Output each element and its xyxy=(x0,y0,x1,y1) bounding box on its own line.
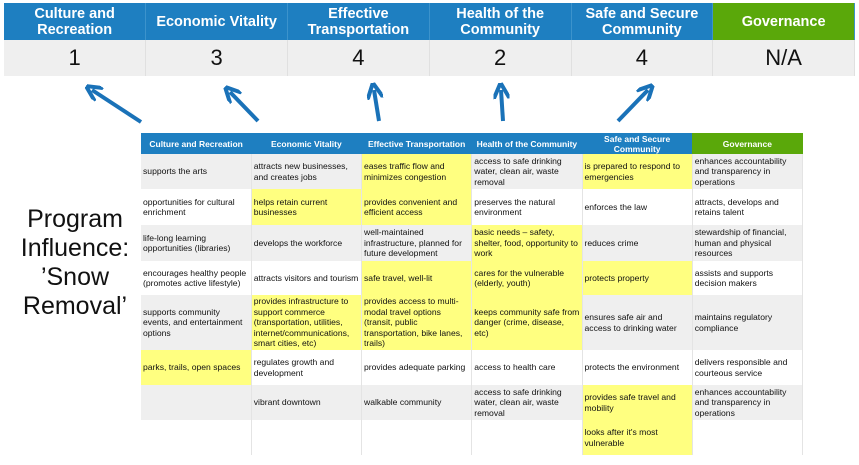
grid-cell: access to health care xyxy=(471,350,583,385)
grid-row: encourages healthy people (promotes acti… xyxy=(141,261,804,295)
grid-cell: attracts, develops and retains talent xyxy=(692,189,804,225)
label-line: Influence: xyxy=(20,234,130,262)
grid-cell-highlighted: parks, trails, open spaces xyxy=(141,350,252,385)
label-line: Program xyxy=(27,205,123,233)
grid-row: vibrant downtown walkable community access… xyxy=(141,385,804,420)
grid-cell: enforces the law xyxy=(582,189,693,225)
score-table: Culture and Recreation Economic Vitality… xyxy=(4,3,855,76)
grid-cell: access to safe drinking water, clean air… xyxy=(471,385,583,420)
grid-cell: enhances accountability and transparency… xyxy=(692,385,804,420)
grid-cell: preserves the natural environment xyxy=(471,189,583,225)
program-influence-label: Program Influence: ’Snow Removal’ xyxy=(0,205,150,321)
category-score: 4 xyxy=(287,40,430,76)
grid-header: Economic Vitality xyxy=(251,133,362,154)
grid-cell: vibrant downtown xyxy=(251,385,363,420)
category-score: 4 xyxy=(571,40,714,76)
grid-cell: life-long learning opportunities (librar… xyxy=(141,225,252,261)
grid-header: Culture and Recreation xyxy=(141,133,252,154)
grid-cell: develops the workforce xyxy=(251,225,363,261)
grid-cell: opportunities for cultural enrichment xyxy=(141,189,252,225)
grid-cell: well-maintained infrastructure, planned … xyxy=(361,225,473,261)
grid-row: supports community events, and entertain… xyxy=(141,295,804,350)
grid-cell: supports community events, and entertain… xyxy=(141,295,252,350)
grid-cell-highlighted: safe travel, well-lit xyxy=(361,261,473,295)
grid-row: parks, trails, open spaces regulates grow… xyxy=(141,350,804,385)
grid-cell-highlighted: looks after it's most vulnerable xyxy=(582,420,693,455)
arrow-icon xyxy=(616,90,648,123)
grid-cell xyxy=(692,420,804,455)
score-header-row: Culture and Recreation Economic Vitality… xyxy=(4,3,855,40)
arrow-icon xyxy=(501,90,503,122)
grid-cell xyxy=(471,420,583,455)
grid-cell-highlighted: provides safe travel and mobility xyxy=(582,385,693,420)
grid-header: Governance xyxy=(692,133,803,154)
arrow-icon xyxy=(374,90,379,122)
grid-cell xyxy=(141,385,252,420)
grid-cell-highlighted: is prepared to respond to emergencies xyxy=(582,154,693,189)
arrow-icon xyxy=(92,90,143,124)
category-header: Safe and Secure Community xyxy=(571,3,714,40)
grid-cell: ensures safe air and access to drinking … xyxy=(582,295,693,350)
grid-cell: provides adequate parking xyxy=(361,350,473,385)
grid-cell: reduces crime xyxy=(582,225,693,261)
grid-cell: attracts visitors and tourism xyxy=(251,261,363,295)
grid-cell: enhances accountability and transparency… xyxy=(692,154,804,189)
grid-cell-highlighted: cares for the vulnerable (elderly, youth… xyxy=(471,261,583,295)
grid-cell-highlighted: keeps community safe from danger (crime,… xyxy=(471,295,583,350)
grid-header: Safe and Secure Community xyxy=(582,133,693,154)
grid-cell-highlighted: helps retain current businesses xyxy=(251,189,363,225)
category-header: Effective Transportation xyxy=(287,3,430,40)
grid-cell: delivers responsible and courteous servi… xyxy=(692,350,804,385)
grid-cell-highlighted: eases traffic flow and minimizes congest… xyxy=(361,154,473,189)
category-header: Health of the Community xyxy=(429,3,572,40)
grid-cell-highlighted: provides convenient and efficient access xyxy=(361,189,473,225)
category-score: N/A xyxy=(712,40,855,76)
grid-row: looks after it's most vulnerable xyxy=(141,420,804,455)
grid-row: opportunities for cultural enrichment hel… xyxy=(141,189,804,225)
grid-cell-highlighted: provides access to multi-modal travel op… xyxy=(361,295,473,350)
grid-cell: attracts new businesses, and creates job… xyxy=(251,154,363,189)
category-score: 2 xyxy=(429,40,572,76)
category-header: Economic Vitality xyxy=(145,3,288,40)
category-score: 1 xyxy=(4,40,147,76)
grid-cell: supports the arts xyxy=(141,154,252,189)
category-score: 3 xyxy=(145,40,288,76)
category-header: Governance xyxy=(712,3,855,40)
grid-cell: access to safe drinking water, clean air… xyxy=(471,154,583,189)
grid-cell: walkable community xyxy=(361,385,473,420)
label-line: ’Snow xyxy=(40,263,110,291)
grid-cell: regulates growth and development xyxy=(251,350,363,385)
grid-cell-highlighted: provides infrastructure to support comme… xyxy=(251,295,363,350)
grid-cell-highlighted: protects property xyxy=(582,261,693,295)
grid-cell-highlighted: basic needs – safety, shelter, food, opp… xyxy=(471,225,583,261)
grid-cell xyxy=(251,420,363,455)
grid-row: life-long learning opportunities (librar… xyxy=(141,225,804,261)
grid-row: supports the arts attracts new businesses… xyxy=(141,154,804,189)
grid-cell xyxy=(361,420,473,455)
grid-header: Effective Transportation xyxy=(361,133,472,154)
label-line: Removal’ xyxy=(22,292,128,320)
grid-cell: protects the environment xyxy=(582,350,693,385)
arrow-icon xyxy=(230,92,260,123)
grid-cell: encourages healthy people (promotes acti… xyxy=(141,261,252,295)
influence-grid: Culture and Recreation Economic Vitality E… xyxy=(141,133,804,455)
grid-header-row: Culture and Recreation Economic Vitality E… xyxy=(141,133,803,154)
score-row: 1 3 4 2 4 N/A xyxy=(4,40,855,76)
grid-header: Health of the Community xyxy=(471,133,582,154)
grid-cell: maintains regulatory compliance xyxy=(692,295,804,350)
grid-cell: assists and supports decision makers xyxy=(692,261,804,295)
grid-cell xyxy=(141,420,252,455)
grid-cell: stewardship of financial, human and phys… xyxy=(692,225,804,261)
category-header: Culture and Recreation xyxy=(4,3,147,40)
